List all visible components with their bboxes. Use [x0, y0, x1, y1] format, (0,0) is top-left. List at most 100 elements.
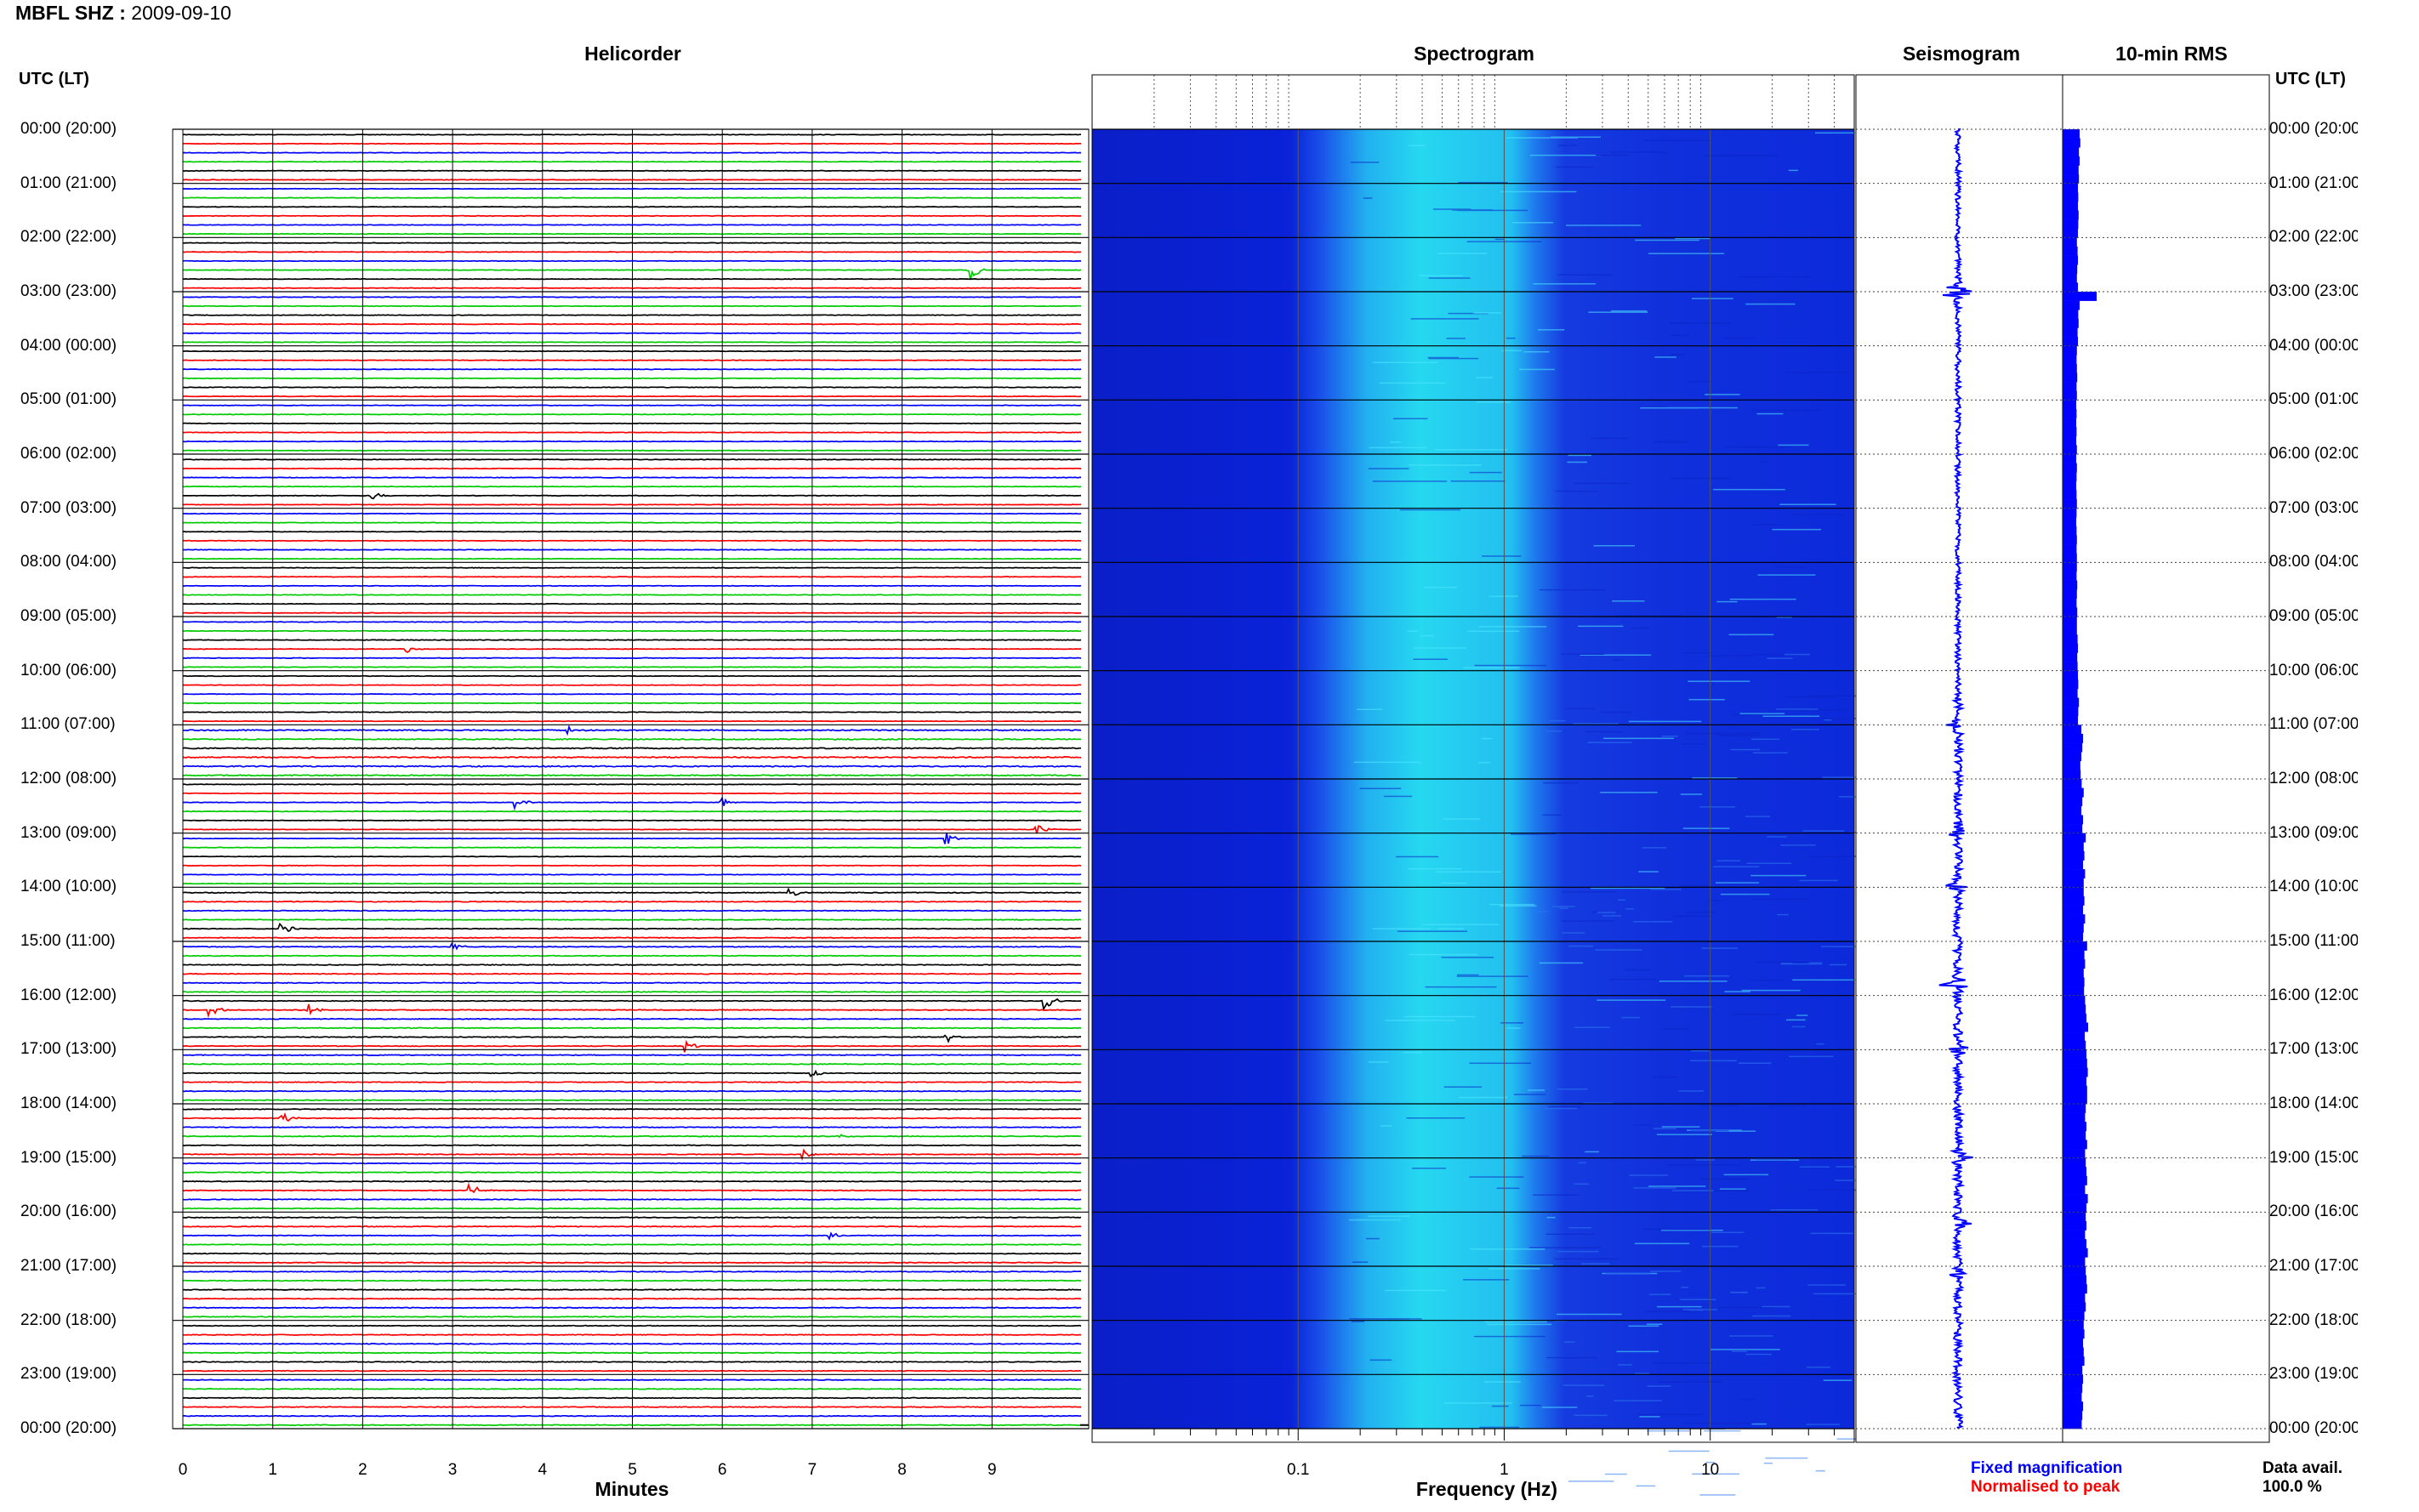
time-label-left: 23:00 (19:00) [20, 1365, 117, 1384]
time-label-right: 04:00 (00:00) [2269, 336, 2358, 355]
rms-bar [2063, 643, 2078, 653]
helicorder-tick-label: 8 [897, 1461, 907, 1479]
rms-bar [2063, 355, 2077, 365]
time-label-left: 16:00 (12:00) [20, 986, 117, 1004]
rms-bar [2063, 1122, 2086, 1132]
rms-bar [2063, 327, 2078, 338]
rms-bar [2063, 138, 2080, 148]
rms-bar [2063, 183, 2078, 193]
rms-bar [2063, 1275, 2086, 1285]
time-label-right: 03:00 (23:00) [2269, 282, 2358, 300]
rms-bar [2063, 787, 2084, 798]
time-label-right: 17:00 (13:00) [2269, 1040, 2358, 1059]
rms-bar [2063, 292, 2097, 301]
rms-bar [2063, 797, 2083, 807]
rms-bar [2063, 805, 2081, 816]
rms-bar [2063, 1383, 2083, 1393]
rms-bar [2063, 300, 2080, 310]
rms-bar [2063, 1410, 2083, 1420]
data-availability-value: 100.0 % [2262, 1478, 2322, 1496]
rms-bar [2063, 553, 2077, 563]
time-label-left: 15:00 (11:00) [20, 932, 116, 950]
date-label: 2009-09-10 [131, 2, 231, 24]
rms-bar [2063, 1347, 2084, 1357]
rms-bar [2063, 517, 2076, 527]
rms-bar [2063, 697, 2080, 708]
helicorder-xlabel: Minutes [595, 1478, 669, 1500]
rms-bar [2063, 1365, 2083, 1375]
time-label-right: 01:00 (21:00) [2269, 173, 2358, 192]
rms-bar [2063, 372, 2078, 383]
rms-bar [2063, 337, 2078, 346]
legend-fixed-magnification: Fixed magnification [1971, 1459, 2123, 1477]
rms-bar [2063, 1175, 2087, 1185]
rms-bar [2063, 192, 2079, 202]
time-label-right: 10:00 (06:00) [2269, 661, 2358, 679]
rms-bar [2063, 147, 2080, 157]
seismogram-plot [1855, 74, 2063, 1443]
legend-normalised-to-peak: Normalised to peak [1971, 1478, 2120, 1496]
time-label-left: 02:00 (22:00) [20, 228, 117, 247]
rms-bar [2063, 156, 2080, 166]
time-label-right: 05:00 (01:00) [2269, 390, 2358, 409]
time-label-right: 09:00 (05:00) [2269, 607, 2358, 625]
rms-bar [2063, 860, 2083, 870]
time-label-left: 12:00 (08:00) [20, 770, 117, 787]
time-label-right: 02:00 (22:00) [2269, 228, 2358, 247]
time-label-left: 17:00 (13:00) [20, 1040, 117, 1059]
rms-bar [2063, 625, 2077, 635]
helicorder-tick-label: 4 [538, 1461, 548, 1479]
rms-bar [2063, 454, 2076, 463]
time-label-right: 21:00 (17:00) [2269, 1257, 2358, 1275]
rms-bar [2063, 363, 2077, 373]
time-label-left: 08:00 (04:00) [20, 553, 117, 571]
helicorder-tick-label: 6 [717, 1461, 727, 1479]
rms-bar [2063, 1004, 2086, 1015]
time-label-left: 09:00 (05:00) [20, 607, 117, 625]
rms-bar [2063, 1032, 2085, 1042]
utc-right-header: UTC (LT) [2275, 70, 2346, 88]
rms-bar [2063, 607, 2078, 617]
rms-bar [2063, 571, 2077, 581]
rms-bar [2063, 165, 2079, 175]
time-label-left: 18:00 (14:00) [20, 1094, 117, 1112]
spectrogram-tick-label: 1 [1500, 1461, 1509, 1479]
rms-bar [2063, 760, 2080, 770]
helicorder-tick-label: 0 [178, 1461, 188, 1479]
rms-bar [2063, 418, 2076, 428]
data-availability-label: Data avail. [2262, 1459, 2342, 1477]
rms-bar [2063, 1338, 2083, 1348]
spectrogram-frame [1091, 74, 1855, 1443]
rms-bar [2063, 318, 2079, 328]
rms-bar [2063, 1157, 2086, 1168]
time-label-right: 15:00 (11:00) [2269, 932, 2358, 950]
rms-bar [2063, 869, 2086, 879]
time-label-left: 22:00 (18:00) [20, 1310, 117, 1329]
rms-bar [2063, 562, 2077, 572]
helicorder-tick-label: 3 [447, 1461, 458, 1479]
rms-title: 10-min RMS [2115, 43, 2228, 65]
spectrogram-tick-label: 0.1 [1287, 1461, 1310, 1479]
time-label-left: 05:00 (01:00) [20, 390, 117, 409]
rms-bar [2063, 345, 2077, 355]
helicorder-tick-label: 9 [988, 1461, 997, 1479]
rms-bar [2063, 1311, 2085, 1321]
rms-bar [2063, 842, 2084, 852]
seismogram-trace [1938, 128, 1973, 1429]
utc-left-header: UTC (LT) [19, 70, 89, 88]
time-label-right: 16:00 (12:00) [2269, 986, 2358, 1004]
rms-bar [2063, 1167, 2086, 1177]
rms-bar [2063, 1185, 2086, 1195]
time-label-left: 10:00 (06:00) [20, 661, 117, 679]
time-label-right: 22:00 (18:00) [2269, 1310, 2358, 1329]
time-label-right: 08:00 (04:00) [2269, 553, 2358, 571]
rms-bar [2063, 480, 2076, 491]
time-label-left: 20:00 (16:00) [20, 1202, 117, 1221]
time-label-left: 00:00 (20:00) [20, 120, 117, 138]
helicorder-title: Helicorder [584, 43, 681, 65]
rms-bar [2063, 1022, 2088, 1032]
time-label-left: 04:00 (00:00) [20, 336, 117, 355]
rms-bar [2063, 526, 2077, 536]
spectrogram-plot [1091, 74, 1882, 1496]
helicorder-tick-label: 7 [807, 1461, 817, 1479]
